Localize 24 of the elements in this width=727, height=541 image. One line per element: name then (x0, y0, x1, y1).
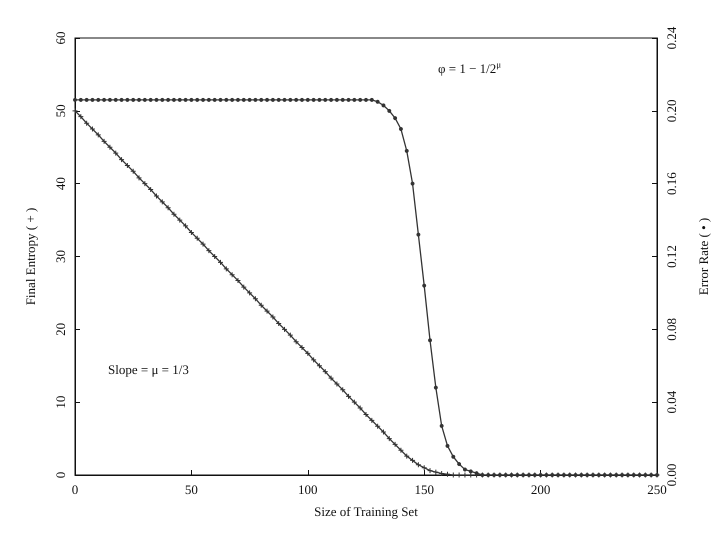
x-tick-label: 100 (298, 482, 318, 497)
y2-tick-label: 0.08 (664, 318, 679, 341)
y-tick-label: 20 (53, 322, 68, 336)
y2-tick-label: 0.04 (664, 390, 679, 414)
y2-tick-label: 0.00 (664, 464, 679, 486)
annotation: Slope = μ = 1/3 (108, 362, 189, 377)
y-tick-label: 40 (53, 177, 68, 190)
y-tick-label: 30 (53, 250, 68, 263)
y2-tick-label: 0.16 (664, 172, 679, 196)
y-tick-label: 50 (53, 104, 68, 118)
x-tick-label: 250 (647, 482, 667, 497)
x-tick-label: 150 (414, 482, 434, 497)
x-tick-label: 0 (72, 482, 78, 497)
x-axis-title: Size of Training Set (314, 504, 418, 519)
y-tick-label: 0 (53, 472, 68, 478)
y2-axis-title: Error Rate ( • ) (696, 218, 711, 296)
y2-tick-label: 0.12 (664, 245, 679, 268)
y2-tick-label: 0.24 (664, 26, 679, 50)
y-tick-label: 10 (53, 396, 68, 409)
x-tick-label: 50 (184, 482, 198, 497)
y2-tick-label: 0.20 (664, 99, 679, 122)
x-tick-label: 200 (530, 482, 550, 497)
y-axis-title: Final Entropy ( + ) (23, 208, 38, 306)
y-tick-label: 60 (53, 32, 68, 44)
